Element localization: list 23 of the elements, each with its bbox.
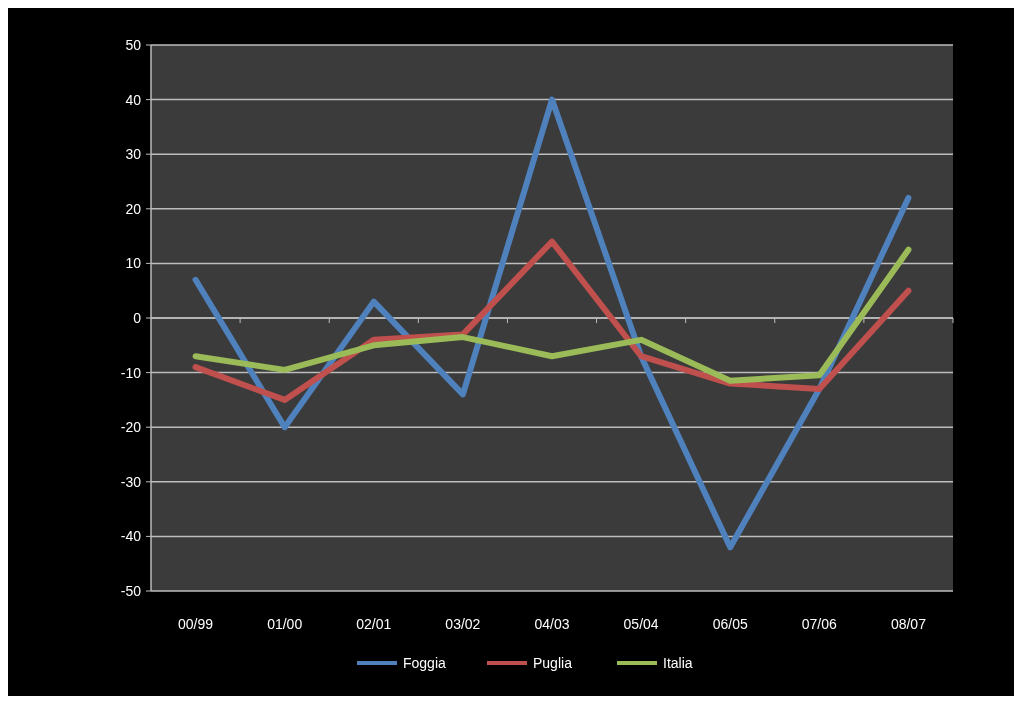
x-tick-label: 07/06 <box>801 616 838 632</box>
x-tick-label: 00/99 <box>178 616 214 632</box>
y-tick-label: 30 <box>125 146 142 163</box>
y-tick-label: -10 <box>120 364 142 381</box>
y-tick-label: 10 <box>125 255 142 272</box>
y-tick-label: 50 <box>125 36 142 53</box>
x-tick-label: 02/01 <box>356 616 392 632</box>
y-tick-label: -20 <box>120 419 142 436</box>
y-tick-label: -40 <box>120 528 142 545</box>
legend-label: Foggia <box>403 654 447 671</box>
x-tick-label: 03/02 <box>445 616 481 632</box>
x-tick-label: 01/00 <box>267 616 303 632</box>
legend-label: Puglia <box>533 654 573 671</box>
x-tick-label: 06/05 <box>712 616 748 632</box>
y-tick-label: -50 <box>120 582 142 599</box>
x-tick-label: 04/03 <box>534 616 570 632</box>
legend-label: Italia <box>663 654 693 671</box>
x-tick-label: 05/04 <box>623 616 659 632</box>
y-tick-label: -30 <box>120 473 142 490</box>
y-tick-label: 40 <box>125 91 142 108</box>
y-tick-label: 0 <box>133 309 142 326</box>
x-tick-label: 08/07 <box>890 616 927 632</box>
y-tick-label: 20 <box>125 200 142 217</box>
